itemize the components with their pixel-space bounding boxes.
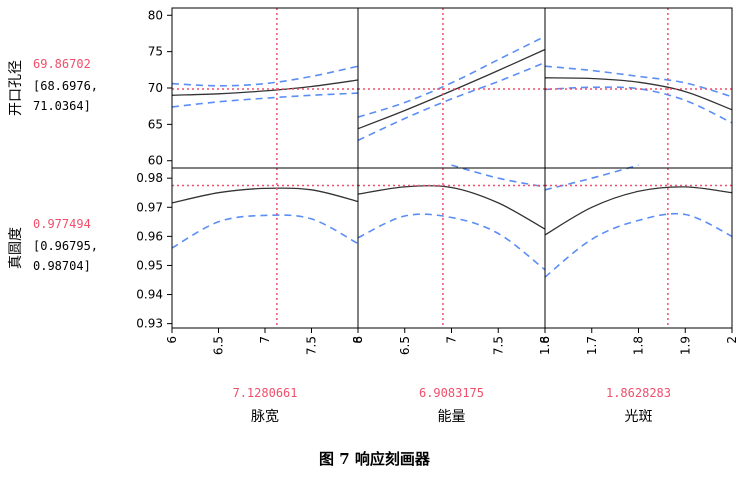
profiler-chart: 60 65 70 75 80 开口孔径 69.86702 [68.6976, 71.0364] 0… [8,7,739,425]
response-interval-upper: 71.0364] [33,99,91,113]
response-predicted-value: 69.86702 [33,57,91,71]
x-tick-label: 1.7 [585,336,599,355]
response-predicted-value: 0.977494 [33,217,91,231]
x-tick-label: 8 [351,336,365,344]
x-tick-label: 7.5 [305,336,319,355]
prediction-curve [544,186,733,236]
x-tick-label: 2 [725,336,739,344]
profile-panel [171,7,359,169]
y-tick-label: 0.93 [136,317,163,331]
factor-name: 光斑 [625,409,653,425]
profile-panel [357,167,546,329]
x-tick-label: 7 [258,336,272,344]
x-tick-label: 7 [445,336,459,344]
prediction-curve [544,77,733,111]
y-tick-label: 75 [148,45,163,59]
y-tick-label: 70 [148,81,163,95]
factor-current-value: 6.9083175 [419,386,484,400]
confidence-band-lower [544,86,733,124]
response-interval-lower: [68.6976, [33,79,98,93]
factor-current-value: 7.1280661 [232,386,297,400]
prediction-curve [171,187,359,204]
y-tick-label: 65 [148,117,163,131]
x-tick-label: 6.5 [212,336,226,355]
confidence-band-lower [357,213,546,271]
y-tick-label: 0.95 [136,258,163,272]
figure-caption: 图 7 响应刻画器 [319,450,430,468]
factor-name: 脉宽 [251,408,279,425]
profile-panel [357,7,546,169]
factor-name: 能量 [438,409,466,425]
x-tick-label: 1.9 [678,336,692,355]
x-tick-label: 6 [165,336,179,344]
x-tick-label: 1.8 [632,336,646,355]
y-tick-label: 0.97 [136,200,163,214]
prediction-curve [171,79,359,96]
response-interval-upper: 0.98704] [33,259,91,273]
confidence-band-lower [171,92,359,108]
confidence-band-lower [171,214,359,249]
prediction-curve [357,48,546,130]
confidence-band-lower [357,61,546,142]
response-interval-lower: [0.96795, [33,239,98,253]
y-tick-label: 80 [148,8,163,22]
confidence-band-upper [357,35,546,118]
response-name: 开口孔径 [8,60,24,116]
prediction-curve [357,185,546,230]
x-tick-label: 8 [538,336,552,344]
x-tick-label: 7.5 [491,336,505,355]
y-tick-label: 0.94 [136,288,163,302]
x-tick-label: 1.6 [538,336,552,355]
profile-panel [171,167,359,329]
profile-panel [544,167,733,329]
y-tick-label: 0.98 [136,171,163,185]
y-tick-label: 60 [148,154,163,168]
response-name: 真圆度 [8,227,24,269]
x-tick-label: 6 [351,336,365,344]
confidence-band-lower [544,212,733,278]
confidence-band-upper [171,65,359,87]
confidence-band-upper [544,65,733,98]
y-tick-label: 0.96 [136,229,163,243]
factor-current-value: 1.8628283 [606,386,671,400]
x-tick-label: 6.5 [398,336,412,355]
